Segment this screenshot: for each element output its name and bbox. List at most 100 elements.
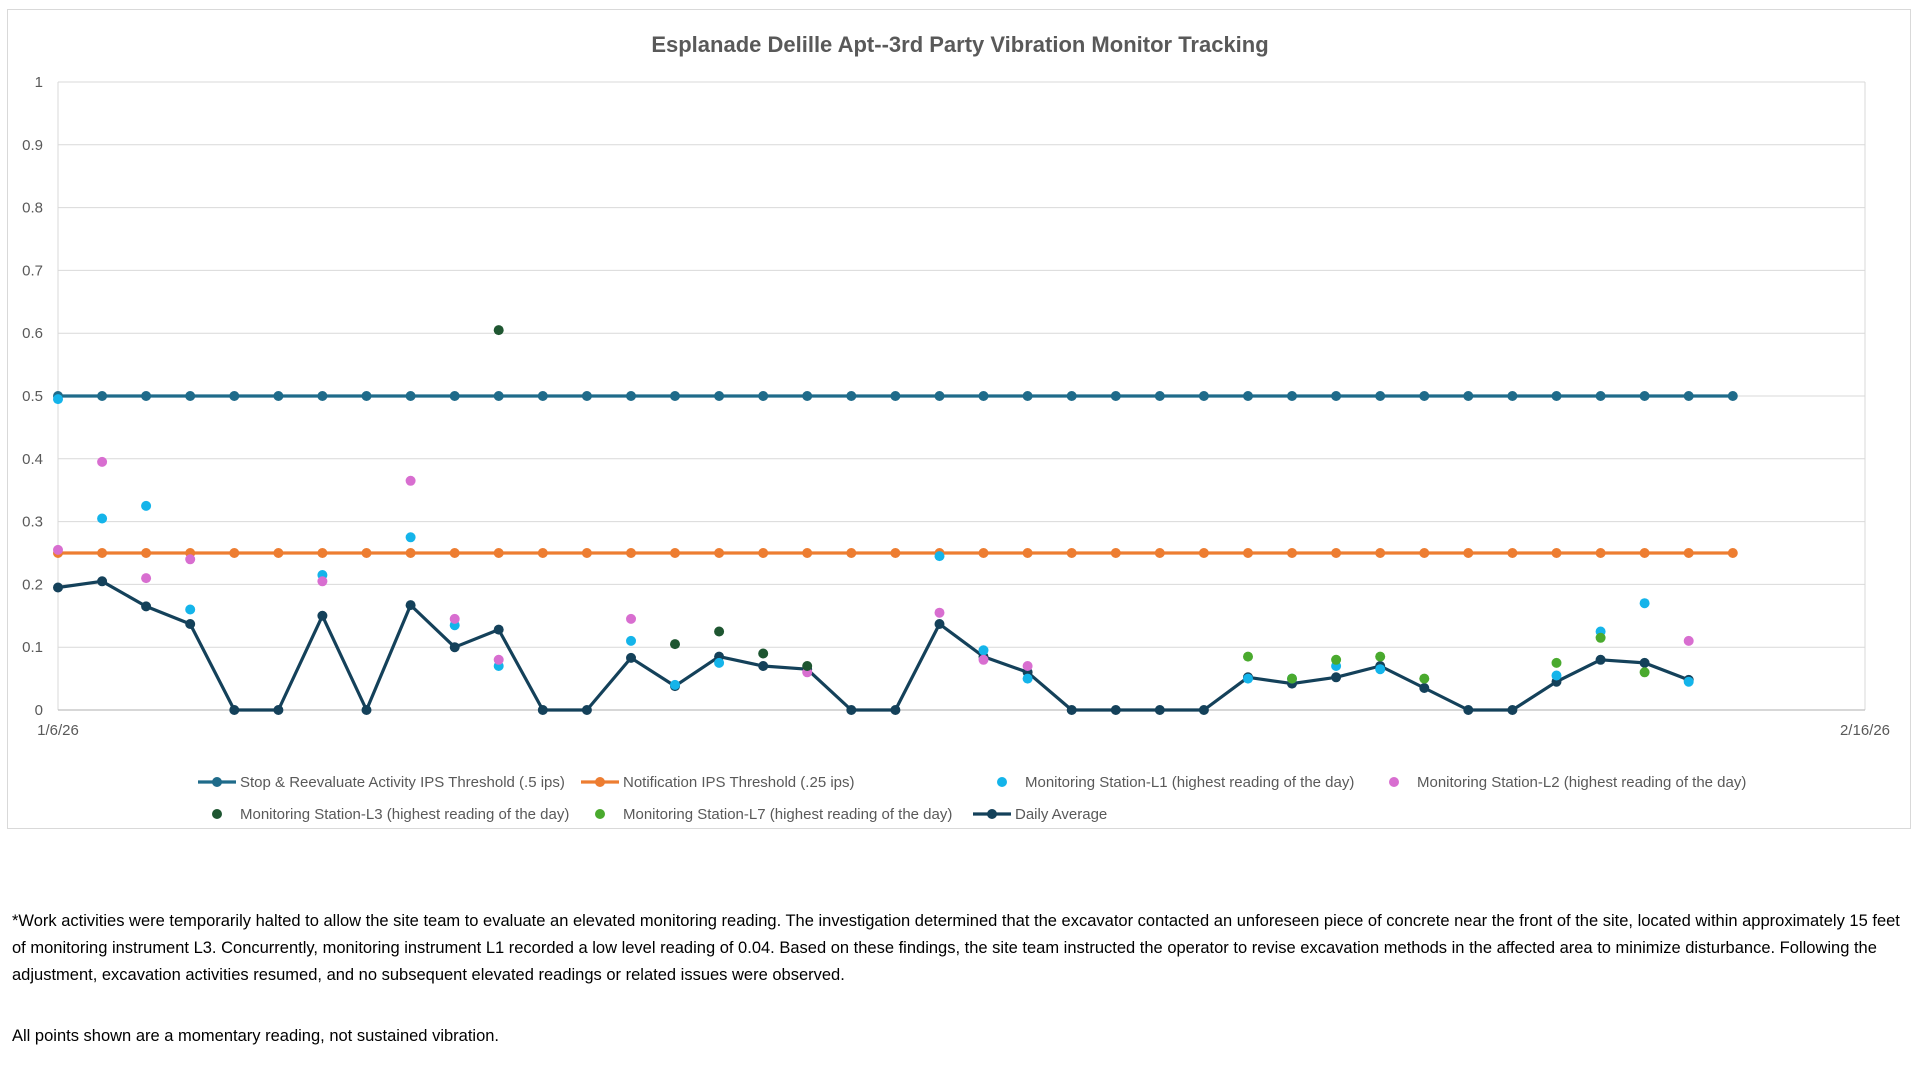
series-2-point (449, 548, 460, 558)
series-1-point (1683, 391, 1694, 401)
y-tick-label: 0.6 (22, 325, 43, 342)
y-tick-label: 0.7 (22, 262, 43, 279)
series-3-point (53, 394, 63, 405)
series-2-point (1507, 548, 1518, 558)
series-4-point (405, 475, 416, 486)
legend-marker (595, 809, 605, 819)
series-7-point (185, 619, 196, 629)
series-3-point (185, 604, 196, 615)
series-7-point (317, 610, 328, 621)
series-1-point (626, 391, 636, 401)
legend-label: Monitoring Station-L1 (highest reading o… (1025, 774, 1354, 791)
series-7-point (1198, 705, 1209, 715)
chart-title: Esplanade Delille Apt--3rd Party Vibrati… (651, 32, 1268, 57)
series-1-point (1022, 391, 1033, 401)
series-1-point (1154, 391, 1165, 401)
series-7-point (361, 705, 372, 715)
series-1-point (714, 391, 725, 401)
series-2-point (1022, 548, 1033, 558)
series-7-point (626, 652, 636, 663)
series-1-point (1595, 391, 1606, 401)
series-1-point (1110, 391, 1121, 401)
series-2-point (846, 548, 857, 558)
series-2-point (1551, 548, 1562, 558)
y-tick-label: 0.1 (22, 639, 43, 656)
series-2-point (758, 548, 769, 558)
series-1-point (581, 391, 592, 401)
footnote-momentary-reading: All points shown are a momentary reading… (12, 1027, 500, 1045)
y-tick-label: 1 (35, 74, 43, 91)
series-6-point (1419, 673, 1430, 684)
series-2-point (1243, 548, 1253, 558)
series-2-point (1419, 548, 1430, 558)
series-1-point (758, 391, 769, 401)
legend-label: Monitoring Station-L2 (highest reading o… (1417, 774, 1746, 791)
series-3-point (978, 645, 989, 656)
series-1-point (978, 391, 989, 401)
series-1-point (185, 391, 196, 401)
series-7-point (1066, 705, 1077, 715)
series-1-point (229, 391, 240, 401)
series-1-point (1419, 391, 1430, 401)
series-2-point (581, 548, 592, 558)
series-6-point (1375, 651, 1386, 662)
series-2-point (229, 548, 240, 558)
series-2-point (1683, 548, 1694, 558)
x-tick-label: 2/16/26 (1840, 722, 1890, 739)
series-2-point (714, 548, 725, 558)
series-4-point (53, 544, 63, 555)
legend-label: Stop & Reevaluate Activity IPS Threshold… (240, 774, 565, 791)
series-1-point (1243, 391, 1253, 401)
series-7-point (229, 705, 240, 715)
series-1-point (141, 391, 152, 401)
series-3-point (141, 500, 152, 511)
series-7-point (846, 705, 857, 715)
series-7-point (890, 705, 901, 715)
series-4-point (626, 613, 636, 624)
series-4-point (1683, 635, 1694, 646)
legend-label: Daily Average (1015, 806, 1107, 823)
series-4-point (934, 607, 945, 618)
series-1-point (317, 391, 328, 401)
series-1-point (1551, 391, 1562, 401)
y-tick-label: 0.9 (22, 137, 43, 154)
series-2-point (1331, 548, 1342, 558)
series-2-point (141, 548, 152, 558)
series-1-point (934, 391, 945, 401)
series-7-point (1463, 705, 1474, 715)
series-2-point (537, 548, 548, 558)
series-2-point (1110, 548, 1121, 558)
series-6-point (1639, 667, 1650, 678)
series-1-point (1639, 391, 1650, 401)
series-6-point (1595, 632, 1606, 643)
series-7-point (1419, 683, 1430, 693)
series-1-point (273, 391, 284, 401)
series-2-point (626, 548, 636, 558)
series-7-point (141, 601, 152, 612)
series-7-point (537, 705, 548, 715)
y-tick-label: 0.2 (22, 576, 43, 593)
series-3-point (714, 657, 725, 668)
series-4-point (97, 456, 108, 467)
series-7-point (1639, 657, 1650, 668)
series-7-point (405, 600, 416, 611)
series-6-point (1331, 654, 1342, 665)
series-3-point (1375, 664, 1386, 675)
series-2-point (1639, 548, 1650, 558)
series-4-point (493, 654, 504, 665)
series-4-point (317, 576, 328, 587)
series-2-point (1463, 548, 1474, 558)
series-1-point (1287, 391, 1297, 401)
chart-area: Esplanade Delille Apt--3rd Party Vibrati… (7, 9, 1911, 829)
series-1-point (537, 391, 548, 401)
series-4-point (1022, 661, 1033, 671)
series-7-point (97, 576, 108, 587)
series-7-point (758, 661, 769, 671)
series-3-point (1683, 676, 1694, 687)
series-2-point (1727, 548, 1738, 558)
legend-marker (595, 777, 605, 787)
series-7-point (934, 619, 945, 629)
series-2-point (890, 548, 901, 558)
series-2-point (493, 548, 504, 558)
series-4-point (449, 613, 460, 624)
